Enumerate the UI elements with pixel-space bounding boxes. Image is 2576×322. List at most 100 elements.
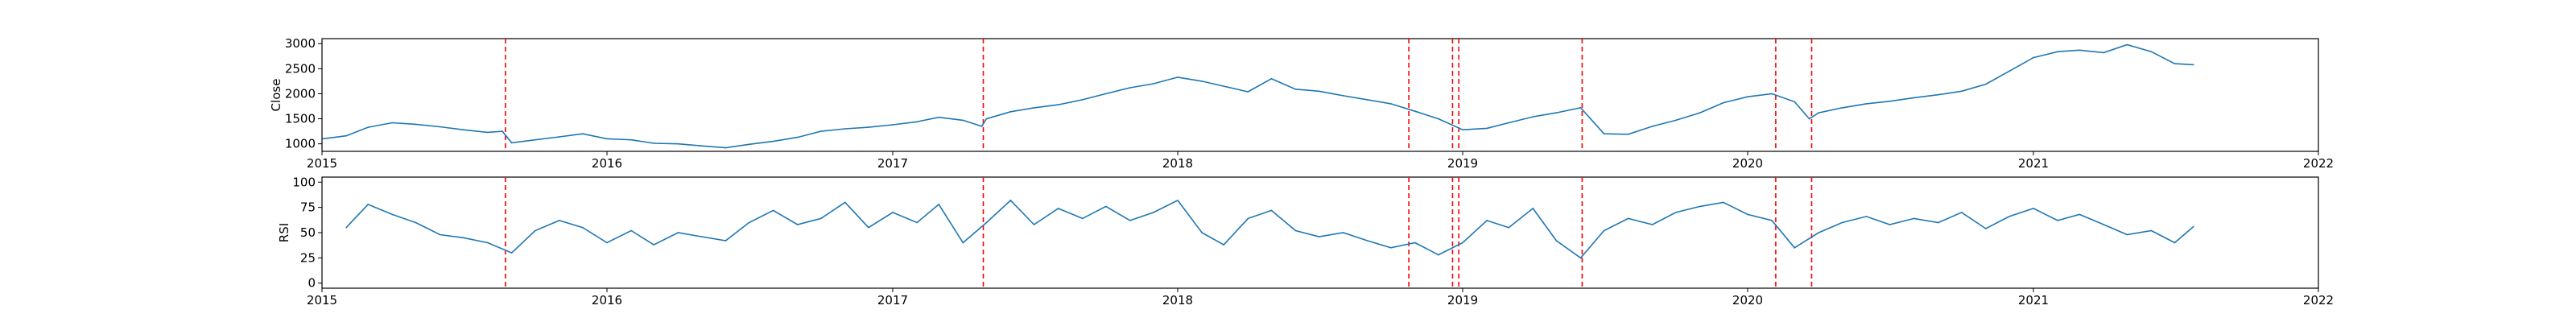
rsi-data-point	[510, 252, 513, 254]
rsi-data-point	[486, 242, 489, 244]
rsi-data-point	[2079, 213, 2080, 216]
close-data-point	[1651, 126, 1653, 127]
rsi-x-tick-label: 2020	[1732, 293, 1763, 308]
close-data-point	[962, 119, 964, 122]
close-y-tick-label: 2000	[285, 86, 316, 101]
close-data-point	[1555, 112, 1558, 114]
rsi-data-point	[2057, 220, 2058, 221]
close-data-point	[1961, 90, 1963, 93]
rsi-data-point	[938, 204, 939, 205]
rsi-data-point	[367, 204, 369, 205]
close-data-point	[1913, 97, 1915, 99]
close-data-point	[1105, 93, 1107, 95]
rsi-data-point	[2033, 208, 2034, 209]
close-data-point	[606, 138, 608, 140]
close-data-point	[1818, 112, 1820, 114]
close-data-point	[1177, 76, 1179, 78]
rsi-data-point	[1270, 209, 1273, 212]
rsi-data-point	[1009, 200, 1012, 201]
close-data-point	[2008, 70, 2010, 72]
close-data-point	[462, 129, 464, 130]
close-data-point	[868, 126, 869, 128]
close-data-point	[1270, 78, 1273, 80]
close-y-axis: 1000 1500 2000 2500 3000	[285, 36, 322, 151]
close-data-point	[1889, 101, 1891, 102]
rsi-data-point	[1081, 217, 1084, 220]
close-data-point	[510, 142, 513, 144]
close-data-point	[2150, 51, 2153, 52]
rsi-data-point	[1153, 212, 1154, 213]
rsi-data-point	[1699, 205, 1701, 208]
close-data-point	[2126, 43, 2128, 46]
rsi-data-point	[559, 220, 560, 221]
rsi-data-point	[1555, 240, 1558, 242]
close-series	[322, 43, 2194, 149]
rsi-y-tick-label: 0	[308, 276, 316, 291]
close-data-point	[980, 126, 983, 127]
rsi-data-point	[1889, 224, 1891, 225]
close-data-point	[1223, 85, 1224, 87]
close-data-point	[367, 126, 369, 128]
rsi-y-tick-label: 50	[300, 225, 316, 240]
rsi-data-point	[1201, 232, 1203, 233]
close-data-point	[1081, 99, 1084, 101]
rsi-data-point	[820, 217, 822, 220]
close-data-point	[2174, 63, 2176, 64]
rsi-data-point	[1057, 208, 1059, 209]
rsi-data-point	[1865, 216, 1868, 217]
close-data-point	[1841, 107, 1843, 109]
rsi-data-point	[1366, 240, 1368, 242]
rsi-data-point	[535, 229, 536, 232]
rsi-data-point	[1129, 220, 1131, 221]
close-data-point	[1009, 111, 1012, 113]
close-data-point	[582, 133, 584, 134]
close-data-point	[322, 138, 324, 140]
close-y-axis-label: Close	[269, 79, 283, 112]
rsi-x-tick-label: 2021	[2018, 293, 2049, 308]
close-data-point	[1486, 127, 1488, 130]
rsi-data-point	[1438, 254, 1439, 256]
close-y-tick-label: 2500	[285, 61, 316, 76]
close-data-point	[1129, 87, 1131, 89]
rsi-data-point	[1723, 201, 1724, 204]
close-data-point	[559, 136, 560, 138]
rsi-data-point	[1747, 213, 1748, 216]
close-x-tick-label: 2021	[2018, 156, 2049, 171]
rsi-data-point	[2103, 224, 2105, 225]
close-data-point	[748, 143, 750, 146]
rsi-data-point	[1603, 229, 1605, 232]
close-data-point	[1808, 118, 1810, 120]
close-y-tick-label: 1500	[285, 112, 316, 126]
rsi-data-point	[1247, 217, 1249, 220]
close-data-point	[391, 122, 394, 124]
close-data-point	[1438, 118, 1439, 120]
rsi-data-point	[1318, 236, 1320, 237]
close-data-point	[1985, 83, 1987, 85]
close-data-point	[486, 131, 489, 134]
close-data-point	[772, 140, 774, 142]
close-data-point	[796, 136, 799, 138]
rsi-data-point	[1462, 242, 1463, 244]
close-data-point	[2193, 64, 2194, 66]
rsi-data-point	[415, 221, 417, 224]
close-data-point	[2079, 49, 2080, 52]
close-data-point	[1699, 112, 1701, 114]
close-data-point	[1723, 101, 1724, 104]
rsi-data-point	[724, 240, 727, 242]
close-x-tick-label: 2022	[2303, 156, 2334, 171]
close-data-point	[439, 126, 441, 128]
close-data-point	[1579, 107, 1582, 109]
close-data-point	[2057, 51, 2058, 52]
close-x-tick-label: 2017	[877, 156, 908, 171]
rsi-data-point	[1794, 247, 1795, 249]
close-data-point	[1603, 133, 1605, 134]
rsi-data-point	[1342, 232, 1344, 233]
rsi-data-point	[345, 226, 347, 229]
close-x-tick-label: 2019	[1447, 156, 1478, 171]
close-data-point	[1627, 134, 1629, 135]
close-data-point	[2103, 52, 2105, 54]
rsi-data-point	[1105, 205, 1107, 208]
rsi-data-point	[1486, 220, 1488, 221]
rsi-y-tick-label: 75	[300, 200, 316, 215]
